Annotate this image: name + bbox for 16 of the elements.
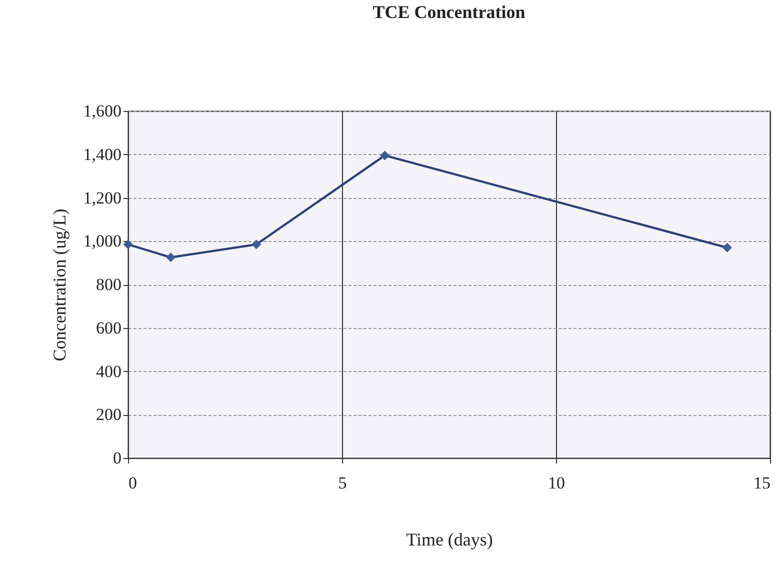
x-tick-label: 0 (128, 474, 137, 492)
y-axis-title: Concentration (ug/L) (49, 208, 70, 362)
x-tick-label: 5 (338, 474, 347, 492)
y-tick-label: 800 (96, 275, 122, 294)
y-tick-label: 1,000 (83, 232, 122, 251)
chart-title: TCE Concentration (372, 2, 526, 22)
x-tick-label: 10 (548, 474, 565, 492)
y-tick-label: 1,600 (83, 102, 122, 120)
y-tick-label: 1,200 (83, 188, 122, 208)
y-tick-label: 200 (96, 405, 122, 424)
y-tick-label: 1,400 (83, 144, 122, 164)
x-tick-label: 15 (754, 474, 770, 492)
y-tick-label: 0 (113, 448, 122, 468)
x-axis-title: Time (days) (406, 530, 493, 550)
y-tick-label: 600 (96, 318, 122, 338)
y-tick-label: 400 (96, 362, 122, 381)
